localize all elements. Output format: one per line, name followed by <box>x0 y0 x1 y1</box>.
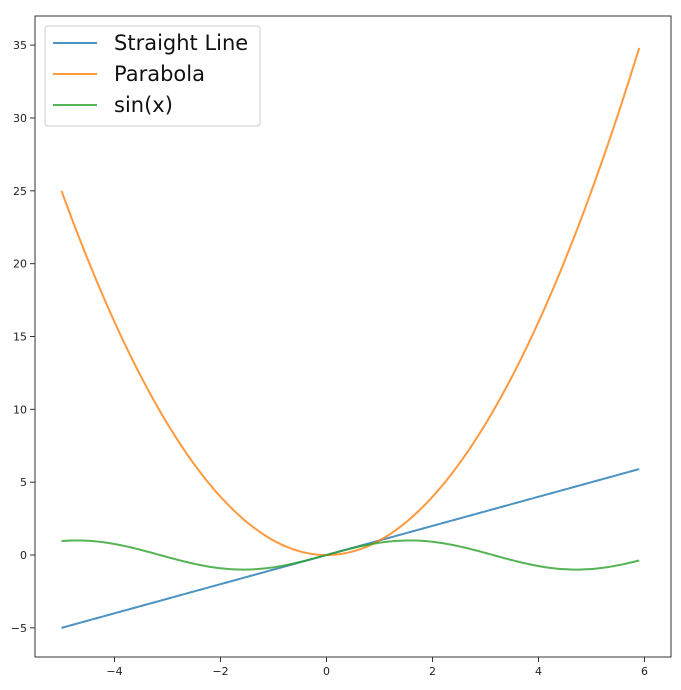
series-line-2 <box>61 539 640 571</box>
y-tick-label: 25 <box>13 185 27 198</box>
series-line-1 <box>60 47 641 557</box>
x-tick-label: 0 <box>323 665 330 678</box>
x-tick-label: −2 <box>212 665 228 678</box>
y-tick-label: −5 <box>11 622 27 635</box>
y-tick-label: 35 <box>13 39 27 52</box>
x-tick-label: 2 <box>429 665 436 678</box>
y-tick-label: 5 <box>20 476 27 489</box>
y-tick-label: 20 <box>13 258 27 271</box>
x-tick-label: 6 <box>641 665 648 678</box>
x-axis-ticks: −4 −2 0 2 4 6 <box>106 657 648 678</box>
x-tick-label: 4 <box>535 665 542 678</box>
legend-box <box>44 25 261 127</box>
y-axis-ticks: −5 0 5 10 15 20 25 30 35 <box>11 39 35 635</box>
x-tick-label: −4 <box>106 665 122 678</box>
y-tick-label: 10 <box>13 403 27 416</box>
legend: Straight Line Parabola sin(x) <box>44 25 261 127</box>
y-tick-label: 0 <box>20 549 27 562</box>
series-layer <box>60 47 641 629</box>
legend-label-2: sin(x) <box>114 93 173 117</box>
y-tick-label: 30 <box>13 112 27 125</box>
legend-label-1: Parabola <box>114 62 205 86</box>
y-tick-label: 15 <box>13 331 27 344</box>
legend-label-0: Straight Line <box>114 31 248 55</box>
